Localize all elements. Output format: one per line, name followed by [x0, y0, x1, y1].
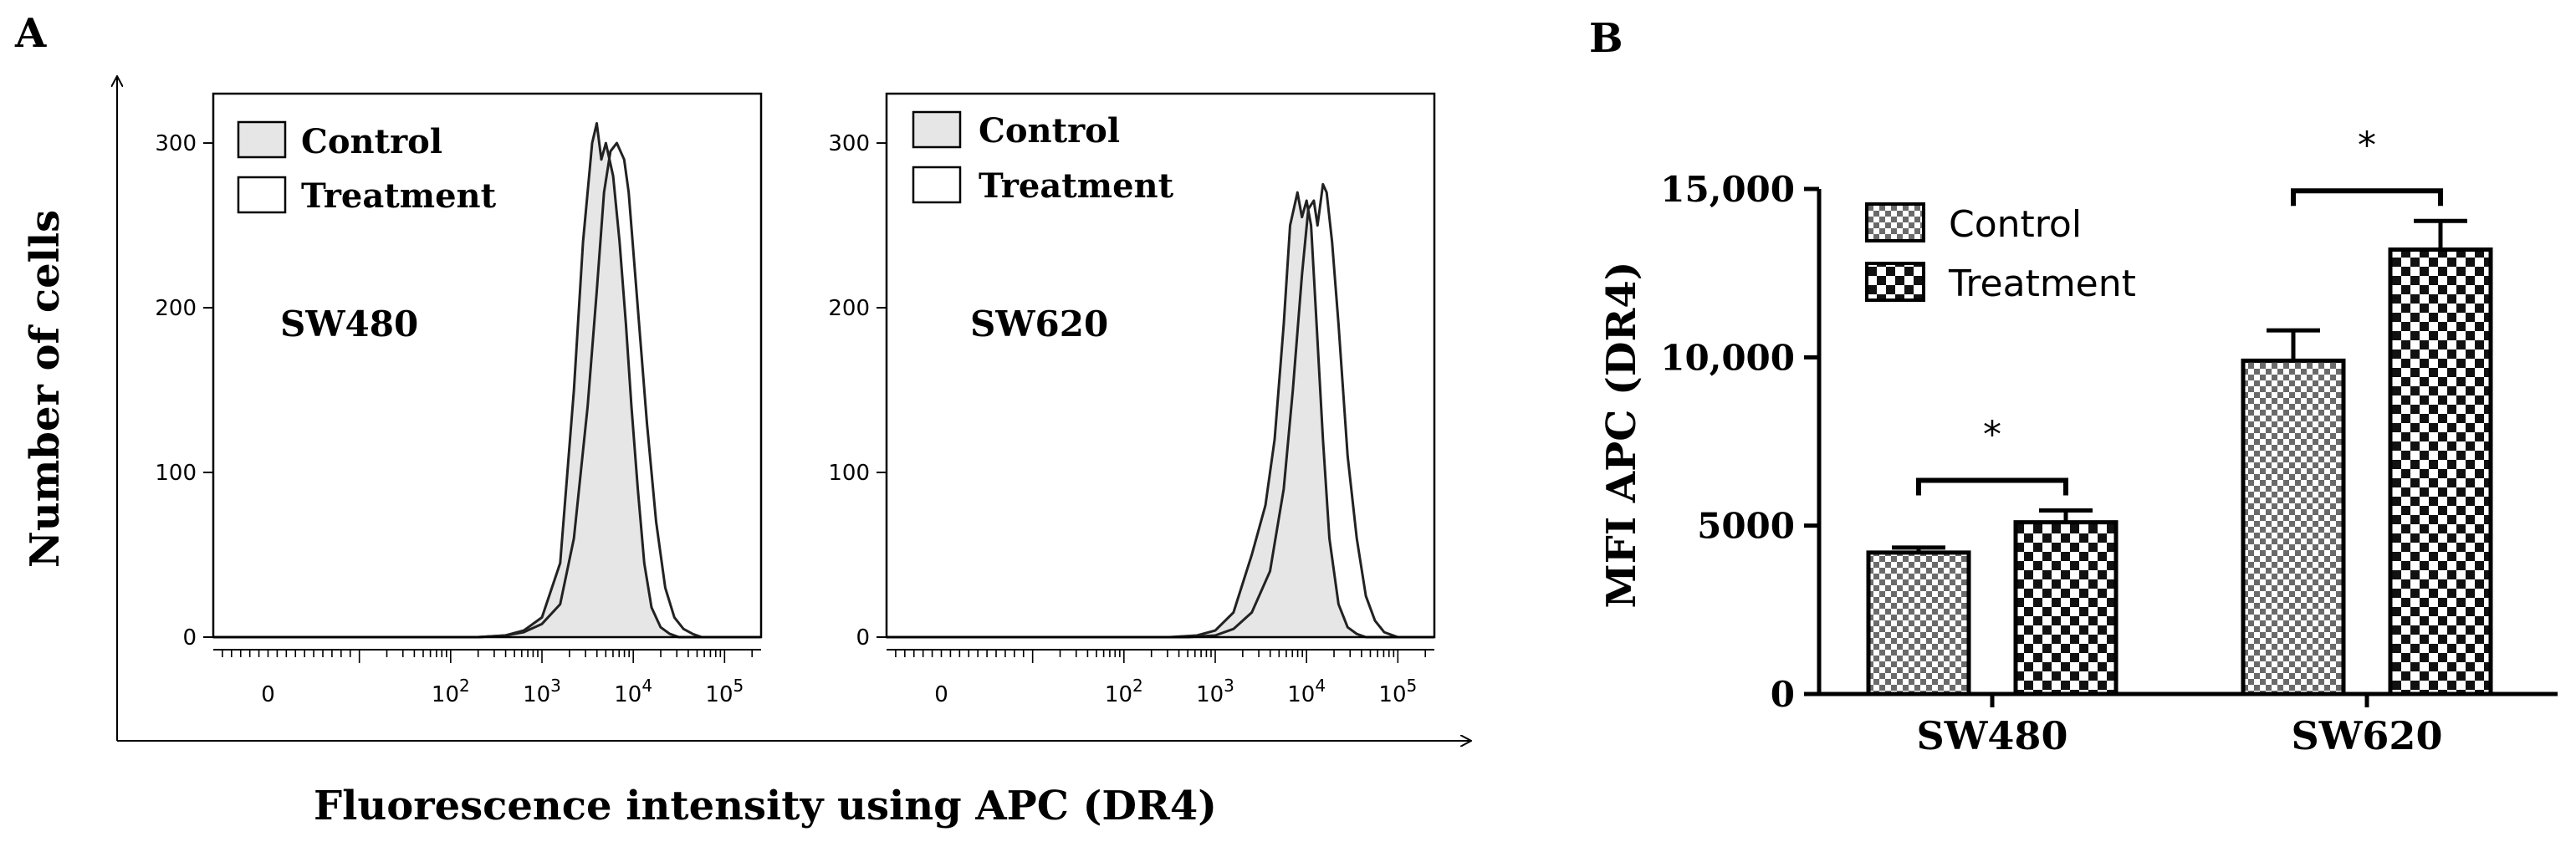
x-tick-label: 102 — [1105, 676, 1143, 707]
histogram-control-curve — [887, 191, 1434, 639]
histogram-control-fill — [213, 123, 761, 637]
x-tick-label: 105 — [705, 676, 744, 707]
significance-bracket — [2291, 188, 2443, 207]
legend-treatment-label: Treatment — [979, 166, 1174, 206]
y-tick-label: 0 — [1771, 674, 1795, 715]
x-tick-label: 104 — [1287, 676, 1326, 707]
significance-star: * — [2358, 124, 2376, 166]
y-tick-label: 200 — [155, 296, 197, 321]
x-tick-exponent: 3 — [550, 676, 561, 696]
y-tick-label: 15,000 — [1660, 169, 1795, 210]
x-tick-base: 10 — [614, 682, 641, 707]
x-tick-base: 10 — [1105, 682, 1132, 707]
histogram-control-curve — [213, 122, 761, 639]
chart-title: SW480 — [280, 304, 418, 344]
y-tick-label: 5000 — [1697, 506, 1795, 547]
y-tick-label: 10,000 — [1660, 337, 1795, 378]
significance-bracket — [1916, 477, 2068, 496]
histogram-control-fill — [887, 192, 1434, 637]
panel-b-label: B — [1589, 15, 1623, 62]
y-tick-label: 0 — [856, 625, 870, 651]
legend-control-label: Control — [1949, 203, 2082, 246]
x-tick-label: 104 — [614, 676, 652, 707]
bar-control-sw480 — [1866, 550, 1971, 696]
legend-treatment-label: Treatment — [301, 176, 497, 216]
x-tick-label: 0 — [261, 682, 275, 707]
y-tick-label: 300 — [828, 131, 870, 156]
x-tick-label: 103 — [523, 676, 561, 707]
legend-control-label: Control — [301, 122, 442, 161]
legend-treatment-swatch — [237, 176, 287, 214]
plot-frame — [212, 92, 763, 639]
mfi-bar-chart: MFI APC (DR4) 0 5000 10,000 15,000 SW480 SW6… — [1598, 124, 2558, 758]
x-tick-base: 10 — [432, 682, 459, 707]
x-tick-base: 10 — [1378, 682, 1406, 707]
x-tick-label: 103 — [1196, 676, 1234, 707]
panel-a-x-axis-label: Fluorescence intensity using APC (DR4) — [314, 783, 1217, 829]
legend-treatment-swatch — [1865, 262, 1925, 302]
x-tick-base: 10 — [523, 682, 550, 707]
legend-treatment-swatch — [912, 166, 962, 204]
bar-treatment-sw480 — [2013, 520, 2119, 696]
chart-title: SW620 — [970, 304, 1108, 344]
y-tick-label: 300 — [155, 131, 197, 156]
y-tick-label: 200 — [828, 296, 870, 321]
category-label-sw620: SW620 — [2292, 713, 2443, 758]
histogram-treatment-curve — [887, 182, 1434, 639]
x-tick-base: 10 — [1196, 682, 1224, 707]
bar-treatment-sw620 — [2388, 247, 2493, 696]
plot-frame — [885, 92, 1436, 639]
histogram-treatment-curve — [213, 141, 761, 639]
y-tick-label: 0 — [182, 625, 197, 651]
x-tick-exponent: 3 — [1224, 676, 1234, 696]
x-tick-label: 102 — [432, 676, 470, 707]
x-tick-exponent: 2 — [459, 676, 470, 696]
legend-control-swatch — [1865, 202, 1925, 242]
bar-y-axis-label: MFI APC (DR4) — [1598, 262, 1645, 609]
significance-star: * — [1983, 414, 2001, 457]
y-tick-label: 100 — [155, 461, 197, 486]
legend-control-swatch — [237, 120, 287, 159]
x-tick-base: 0 — [261, 682, 275, 707]
legend-control-swatch — [912, 110, 962, 149]
x-tick-label: 105 — [1378, 676, 1417, 707]
x-tick-base: 0 — [934, 682, 948, 707]
panel-a-y-axis-label: Number of cells — [22, 210, 69, 568]
x-tick-exponent: 4 — [1315, 676, 1326, 696]
x-tick-exponent: 5 — [1407, 676, 1418, 696]
bar-control-sw620 — [2241, 358, 2346, 696]
x-tick-exponent: 2 — [1132, 676, 1143, 696]
x-tick-base: 10 — [705, 682, 733, 707]
x-tick-exponent: 4 — [641, 676, 652, 696]
panel-a-label: A — [14, 10, 47, 57]
legend-treatment-label: Treatment — [1948, 263, 2136, 305]
y-tick-label: 100 — [828, 461, 870, 486]
category-label-sw480: SW480 — [1917, 713, 2068, 758]
x-tick-exponent: 5 — [733, 676, 744, 696]
x-tick-label: 0 — [934, 682, 948, 707]
x-tick-base: 10 — [1287, 682, 1315, 707]
legend-control-label: Control — [979, 111, 1120, 151]
